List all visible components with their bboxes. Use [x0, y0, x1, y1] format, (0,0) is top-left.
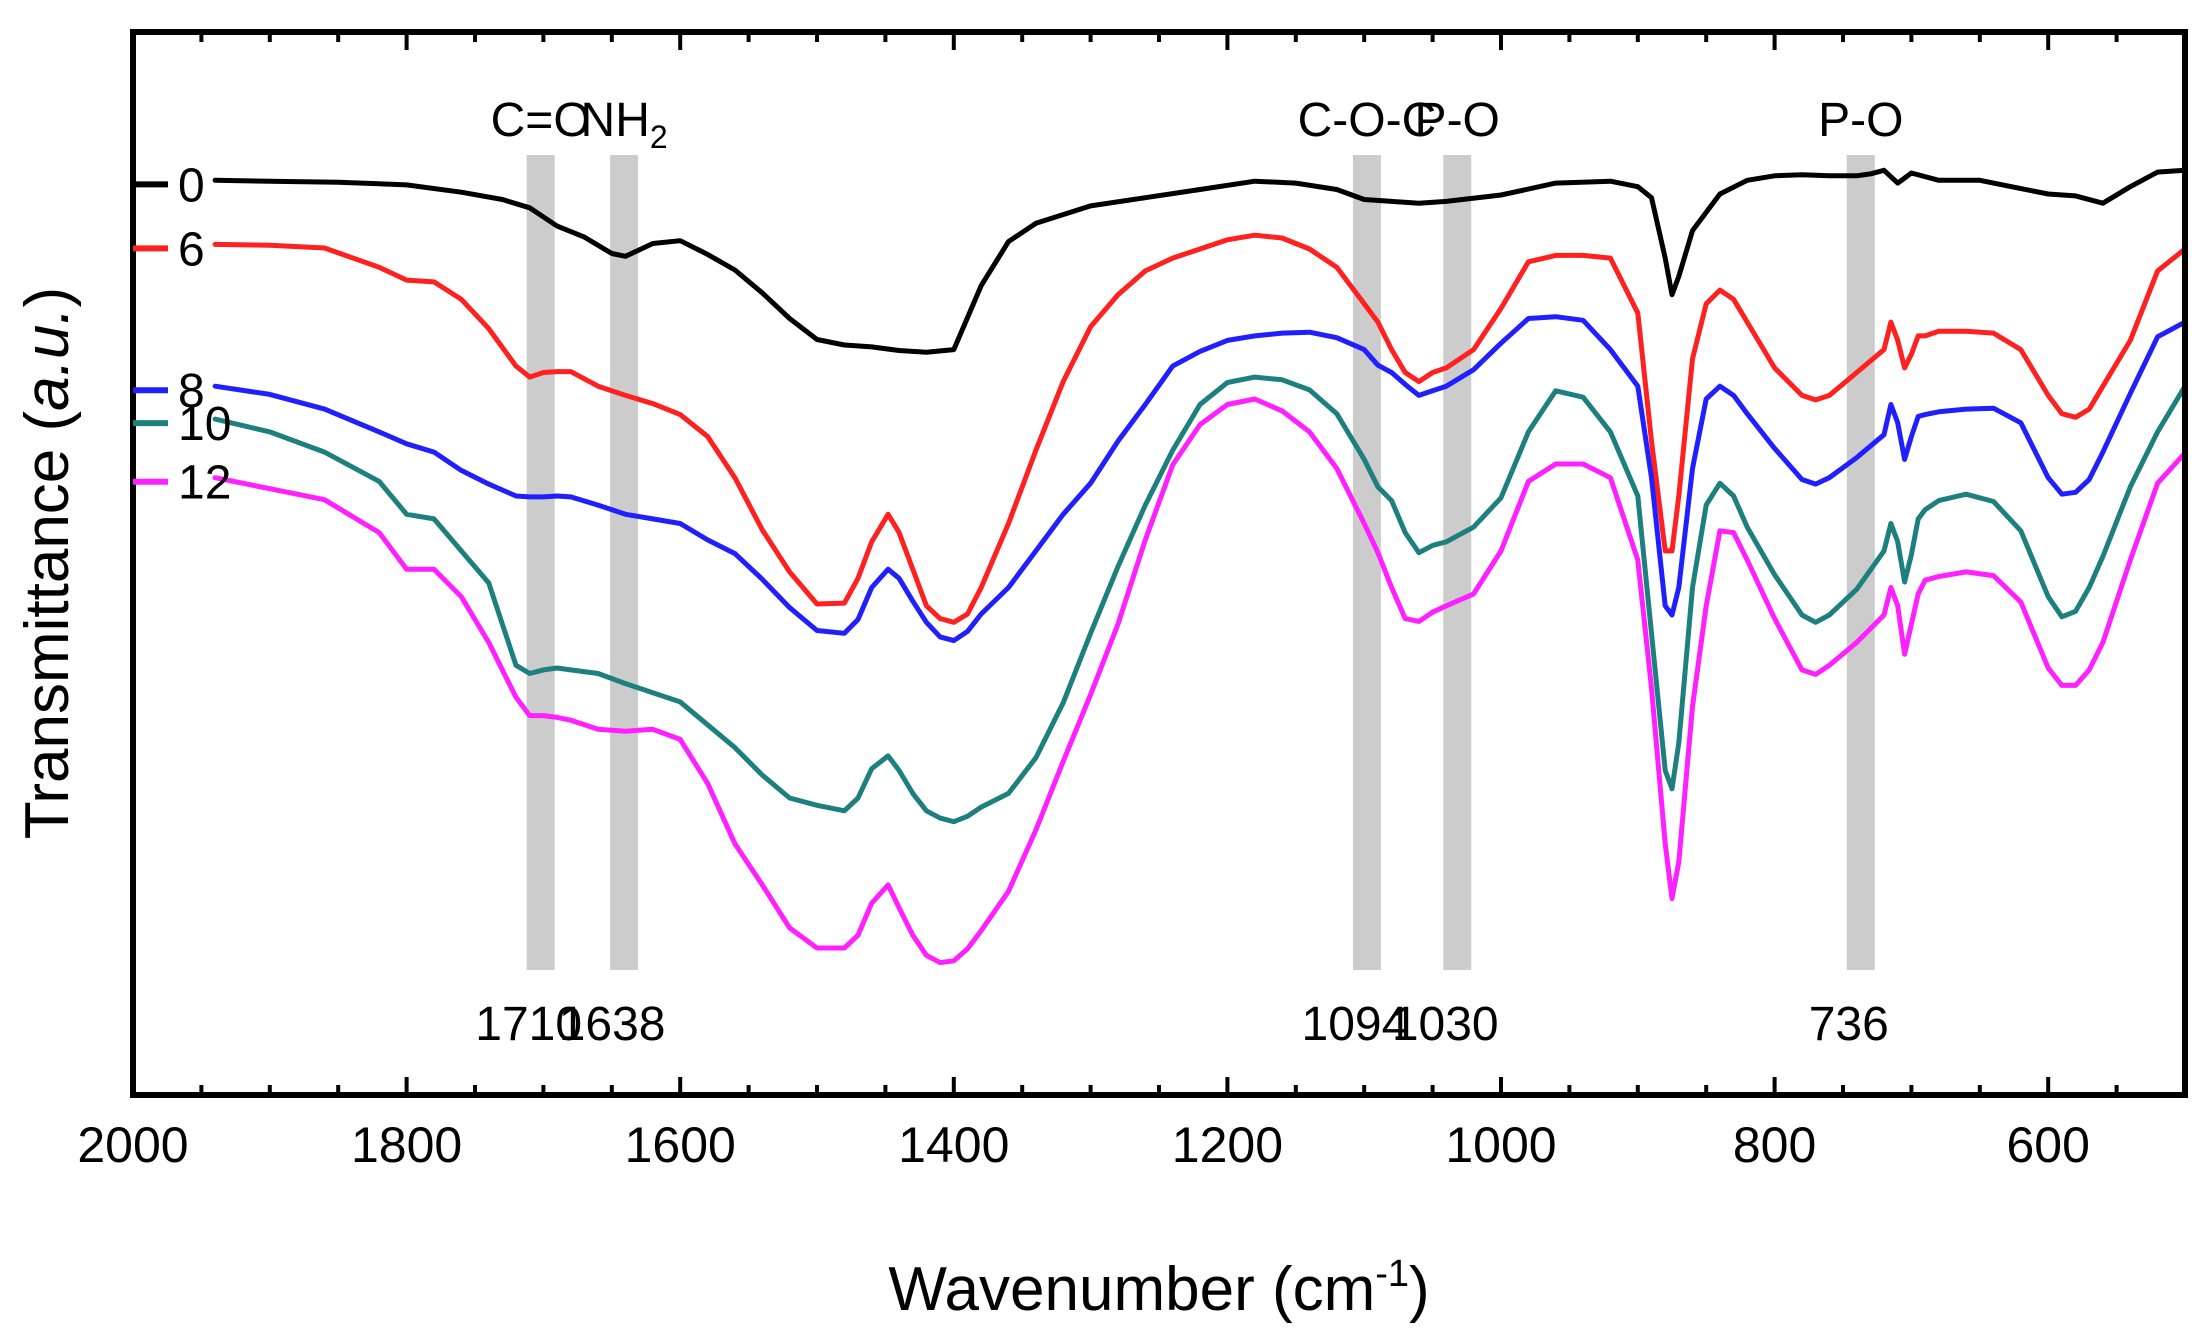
band-label-sub-1: 2 [650, 119, 668, 155]
legend-label-6: 6 [178, 223, 205, 276]
series-line-6 [212, 232, 2188, 625]
x-tick-label: 2000 [77, 1117, 188, 1173]
peak-label-2: 1094 [1302, 998, 1409, 1051]
x-axis-title-text: Wavenumber (cm [888, 1255, 1375, 1324]
x-tick-label: 1600 [625, 1117, 736, 1173]
band-label-text-1: NH [581, 94, 650, 147]
highlight-band-2 [1352, 155, 1381, 970]
band-label-1: NH2 [581, 94, 668, 155]
x-tick-label: 1800 [351, 1117, 462, 1173]
legend-label-0: 0 [178, 159, 205, 212]
y-axis-title-close: ) [13, 287, 82, 308]
highlight-band-4 [1846, 155, 1875, 970]
highlight-band-3 [1443, 155, 1472, 970]
band-label-2: C-O-C [1298, 94, 1437, 147]
x-tick-label: 1400 [898, 1117, 1009, 1173]
highlight-band-1 [610, 155, 639, 970]
band-label-text-2: C-O-C [1298, 94, 1437, 147]
band-label-0: C=O [491, 94, 591, 147]
peak-label-0: 1710 [475, 998, 582, 1051]
legend-layer: 0 6 810 12 [133, 159, 231, 510]
band-label-4: P-O [1818, 94, 1903, 147]
series-line-0 [212, 167, 2188, 355]
band-label-text-0: C=O [491, 94, 591, 147]
legend-label-8: 8 [178, 365, 205, 418]
x-tick-label: 800 [1733, 1117, 1816, 1173]
peak-label-3: 1030 [1392, 998, 1499, 1051]
x-tick-label: 1200 [1172, 1117, 1283, 1173]
series-line-12 [212, 396, 2188, 966]
band-label-text-4: P-O [1818, 94, 1903, 147]
series-line-10 [212, 374, 2188, 825]
peak-label-4: 736 [1809, 998, 1889, 1051]
series-layer [212, 167, 2188, 966]
x-axis-title-close: ) [1409, 1255, 1430, 1324]
x-tick-label: 600 [2006, 1117, 2089, 1173]
y-axis-title: Transmittance (a.u.) [13, 287, 82, 839]
x-ticks-layer: 2000 1800 1600 1400 1200 1000 800 600 [77, 32, 2187, 1173]
x-tick-label: 1000 [1445, 1117, 1556, 1173]
series-line-8 [212, 314, 2188, 644]
x-axis-title-superscript: -1 [1375, 1253, 1409, 1295]
x-axis-title: Wavenumber (cm-1) [888, 1253, 1429, 1324]
y-axis-title-italic: a.u. [13, 307, 82, 410]
legend-label-12: 12 [178, 457, 231, 510]
legend-label-10: 10 [178, 398, 231, 451]
band-label-3: P-O [1415, 94, 1500, 147]
peak-label-1: 1638 [559, 998, 666, 1051]
highlight-bands-layer: C=O 1710 NH2 1638 C-O-C 1094 P-O 1030 P-O 736 [475, 94, 1903, 1051]
highlight-band-0 [526, 155, 555, 970]
y-axis-title-text: Transmittance ( [13, 411, 82, 840]
band-label-text-3: P-O [1415, 94, 1500, 147]
